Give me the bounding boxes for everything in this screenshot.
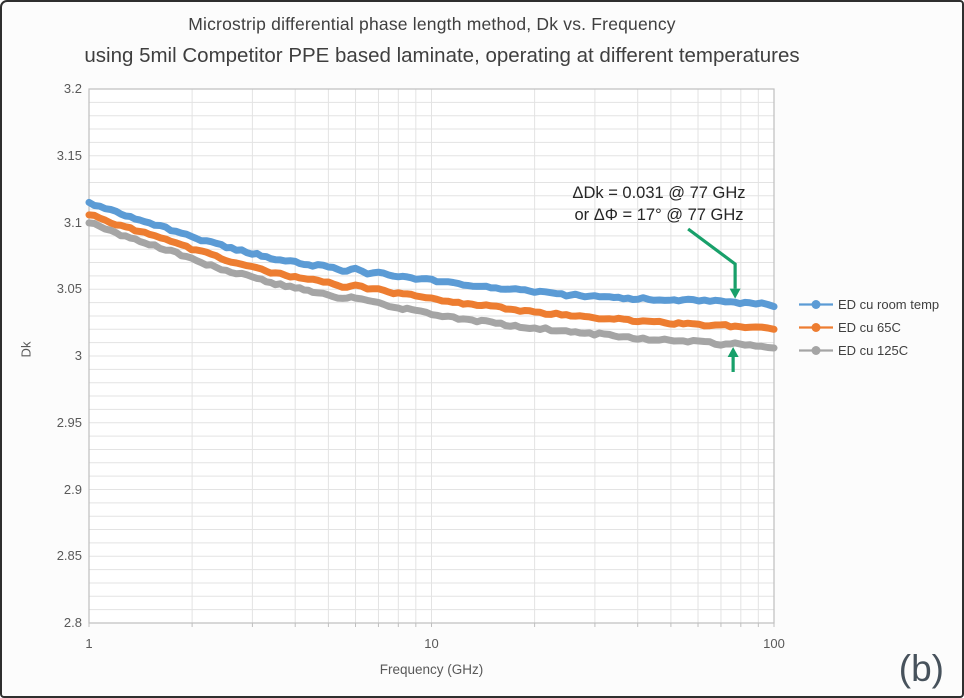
- x-tick-label: 1: [85, 636, 93, 651]
- series-line-0: [85, 198, 778, 311]
- down-arrow-icon: [729, 288, 741, 299]
- x-tick-label: 100: [763, 636, 785, 651]
- legend-label: ED cu 125C: [838, 343, 909, 358]
- delta-dk-annotation: ΔDk = 0.031 @ 77 GHz or ΔΦ = 17° @ 77 GH…: [545, 183, 773, 227]
- series-line-1: [85, 211, 778, 333]
- y-tick-label: 3: [74, 348, 82, 363]
- y-tick-label: 2.85: [56, 548, 82, 564]
- y-tick-label: 2.8: [63, 615, 82, 630]
- legend-item-room-temp: ED cu room temp: [799, 296, 939, 313]
- legend: ED cu room temp ED cu 65C ED cu 125C: [799, 296, 939, 359]
- y-tick-label: 3.1: [63, 214, 82, 230]
- x-axis-title: Frequency (GHz): [379, 662, 484, 677]
- chart-subtitle: using 5mil Competitor PPE based laminate…: [84, 44, 800, 67]
- series-line-2: [85, 219, 778, 352]
- legend-label: ED cu room temp: [838, 297, 940, 312]
- legend-label: ED cu 65C: [838, 320, 901, 335]
- chart-title: Microstrip differential phase length met…: [188, 14, 676, 34]
- y-tick-label: 3.2: [63, 81, 82, 96]
- up-arrow-icon: [727, 346, 739, 357]
- x-tick-label: 10: [424, 636, 439, 651]
- annotation-line-2: or ΔΦ = 17° @ 77 GHz: [574, 205, 744, 224]
- legend-item-65c: ED cu 65C: [799, 319, 939, 336]
- legend-marker-line-dot-icon: [799, 323, 833, 332]
- plot-border: [88, 88, 775, 624]
- legend-marker-line-dot-icon: [799, 300, 833, 309]
- annotation-line-1: ΔDk = 0.031 @ 77 GHz: [572, 184, 746, 202]
- legend-item-125c: ED cu 125C: [799, 342, 939, 359]
- y-tick-label: 3.05: [56, 281, 82, 297]
- figure-letter-label: (b): [898, 648, 944, 689]
- y-tick-label: 2.9: [63, 481, 82, 497]
- legend-marker-line-dot-icon: [799, 346, 833, 355]
- y-tick-label: 2.95: [56, 414, 82, 430]
- y-tick-label: 3.15: [56, 147, 82, 163]
- annotation-leader-line: [687, 227, 737, 289]
